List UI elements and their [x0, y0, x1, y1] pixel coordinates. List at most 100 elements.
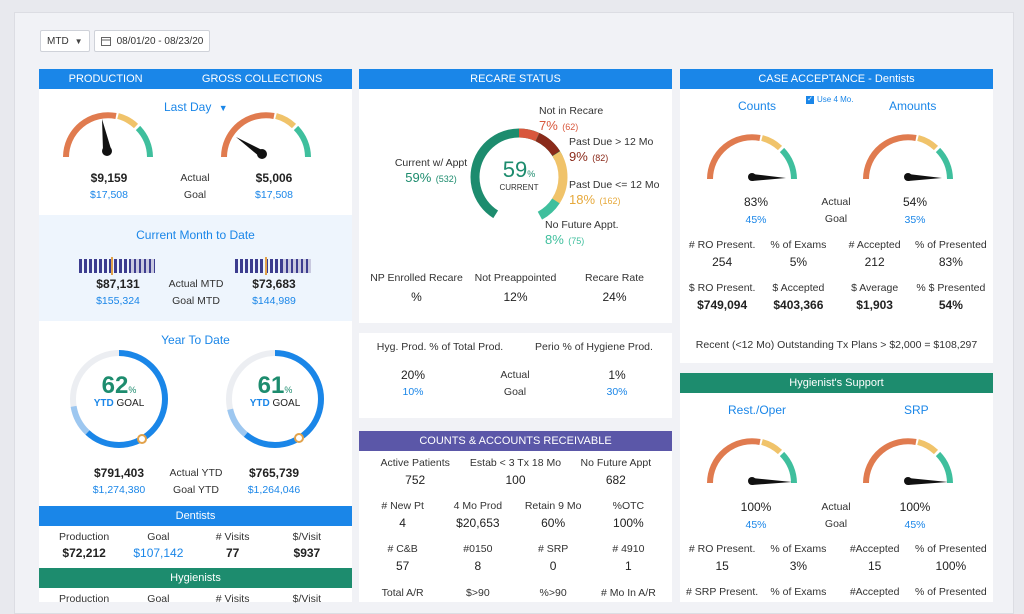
- perio-label: Perio % of Hygiene Prod.: [535, 341, 653, 353]
- rest-oper-goal: 45%: [745, 519, 767, 531]
- hygienists-header: Hygienists: [39, 568, 352, 588]
- four-mo-prod-label: 4 Mo Prod: [453, 500, 503, 512]
- actual-label: Actual: [180, 172, 210, 184]
- caret-down-icon: ▼: [218, 103, 228, 113]
- pct-presented-value: 83%: [938, 255, 963, 269]
- no-future-appt-count: (75): [568, 236, 585, 246]
- filter-bar: MTD ▼ 08/01/20 - 08/23/20: [40, 30, 211, 52]
- hygienists-col-per-visit: $/Visit: [292, 593, 322, 605]
- code-0150-value: 8: [474, 559, 482, 573]
- goal-ytd-label: Goal YTD: [173, 484, 219, 496]
- pct-presented-value: 100%: [935, 559, 967, 573]
- counts-row2: # New Pt 4 Mo Prod Retain 9 Mo %OTC 4 $2…: [365, 500, 666, 530]
- srp-gauge: [863, 438, 953, 485]
- dentists-visits: 77: [225, 546, 240, 560]
- srp-label: # SRP: [537, 543, 569, 555]
- hygienists-table: Production Goal # Visits $/Visit: [47, 593, 344, 605]
- production-panel: PRODUCTION GROSS COLLECTIONS Last Day ▼ …: [39, 69, 352, 605]
- ytd-goal-left: $1,274,380: [92, 484, 146, 496]
- recare-rate-value: 24%: [602, 290, 627, 304]
- code-4910-value: 1: [625, 559, 632, 573]
- recare-header: RECARE STATUS: [359, 69, 672, 89]
- past-due-le12-count: (162): [599, 196, 621, 206]
- np-enrolled-label: NP Enrolled Recare: [370, 272, 463, 284]
- otc-value: 100%: [613, 516, 644, 530]
- actual-label: Actual: [821, 196, 851, 208]
- use-4mo-checkbox[interactable]: ✓ Use 4 Mo.: [806, 95, 853, 104]
- four-mo-prod-value: $20,653: [456, 516, 500, 530]
- total-ar-label: Total A/R: [381, 587, 424, 599]
- dollar-accepted-value: $403,366: [773, 298, 824, 312]
- accepted-value: 15: [867, 559, 882, 573]
- ro-present-label: # RO Present.: [688, 543, 756, 555]
- ytd-right-goal-label: GOAL: [272, 398, 301, 409]
- mtd-section: Current Month to Date $87,131 $155,324 A…: [39, 215, 352, 321]
- cb-value: 57: [395, 559, 410, 573]
- dollar-accepted-label: $ Accepted: [772, 282, 825, 294]
- collections-goal: $17,508: [255, 189, 293, 201]
- srp-title: SRP: [904, 403, 929, 417]
- code-0150-label: #0150: [463, 543, 493, 555]
- ytd-left-pct: 62: [101, 372, 129, 399]
- production-goal: $17,508: [90, 189, 128, 201]
- current-appt-count: (532): [435, 174, 457, 184]
- actual-label: Actual: [500, 369, 530, 381]
- production-header: PRODUCTION GROSS COLLECTIONS: [39, 69, 352, 89]
- dentists-per-visit: $937: [293, 546, 321, 560]
- hyg-prod-label: Hyg. Prod. % of Total Prod.: [376, 341, 504, 353]
- ytd-goal-right: $1,264,046: [247, 484, 301, 496]
- production-tab[interactable]: PRODUCTION: [68, 73, 143, 85]
- use-4mo-label: Use 4 Mo.: [817, 95, 854, 104]
- hygienist-support-panel: Hygienist's Support Rest./Oper SRP 100% …: [680, 373, 993, 602]
- pct-exams-value: 3%: [789, 559, 808, 573]
- dentists-col-goal: Goal: [147, 531, 170, 543]
- past-due-12-label: Past Due > 12 Mo: [569, 136, 654, 148]
- counts-gauge: [707, 134, 797, 181]
- pct-dollar-presented-value: 54%: [938, 298, 963, 312]
- gauge-needle: [236, 137, 264, 157]
- dentists-production: $72,212: [62, 546, 106, 560]
- srp-actual: 100%: [899, 500, 931, 514]
- dollar-ro-present-label: $ RO Present.: [688, 282, 756, 294]
- ytd-right-label: YTD: [249, 398, 270, 409]
- production-gauge: [63, 112, 153, 158]
- ytd-actual-right: $765,739: [248, 466, 300, 480]
- hygienists-col-production: Production: [59, 593, 110, 605]
- ytd-left-goal-label: GOAL: [116, 398, 145, 409]
- actual-mtd-label: Actual MTD: [168, 278, 224, 290]
- checkbox-checked-icon: ✓: [806, 95, 814, 104]
- date-range-picker[interactable]: 08/01/20 - 08/23/20: [93, 30, 211, 52]
- new-pt-value: 4: [399, 516, 406, 530]
- gross-collections-tab[interactable]: GROSS COLLECTIONS: [201, 73, 323, 85]
- hygienists-col-visits: # Visits: [215, 593, 250, 605]
- mtd-title: Current Month to Date: [136, 228, 255, 242]
- dentists-col-production: Production: [59, 531, 110, 543]
- accepted-label: #Accepted: [849, 586, 900, 598]
- period-select[interactable]: MTD ▼: [40, 30, 90, 52]
- not-preappointed-value: 12%: [503, 290, 528, 304]
- pct-over-90-label: %>90: [539, 587, 567, 599]
- calendar-icon: [100, 37, 111, 46]
- amounts-goal: 35%: [904, 214, 926, 226]
- mtd-goal-right: $144,989: [252, 295, 296, 307]
- mtd-actual-left: $87,131: [96, 277, 140, 291]
- hygienist-support-header: Hygienist's Support: [680, 373, 993, 393]
- perio-actual: 1%: [608, 368, 626, 382]
- code-4910-label: # 4910: [612, 543, 645, 555]
- case-row2: $ RO Present. $ Accepted $ Average % $ P…: [684, 282, 989, 312]
- dollar-average-label: $ Average: [851, 282, 899, 294]
- pct-exams-label: % of Exams: [770, 586, 827, 598]
- last-day-selector[interactable]: Last Day ▼: [164, 100, 228, 114]
- current-appt-pct: 59%: [405, 170, 432, 185]
- perio-goal: 30%: [606, 386, 628, 398]
- accepted-label: # Accepted: [848, 239, 901, 251]
- gauge-needle: [752, 174, 786, 181]
- actual-label: Actual: [821, 501, 851, 513]
- dentists-col-per-visit: $/Visit: [292, 531, 322, 543]
- dollar-ro-present-value: $749,094: [697, 298, 748, 312]
- pct-exams-label: % of Exams: [770, 239, 827, 251]
- months-in-ar-label: # Mo In A/R: [600, 587, 656, 599]
- counts-title: Counts: [738, 99, 777, 113]
- dentists-goal: $107,142: [133, 546, 184, 560]
- srp-value: 0: [549, 559, 557, 573]
